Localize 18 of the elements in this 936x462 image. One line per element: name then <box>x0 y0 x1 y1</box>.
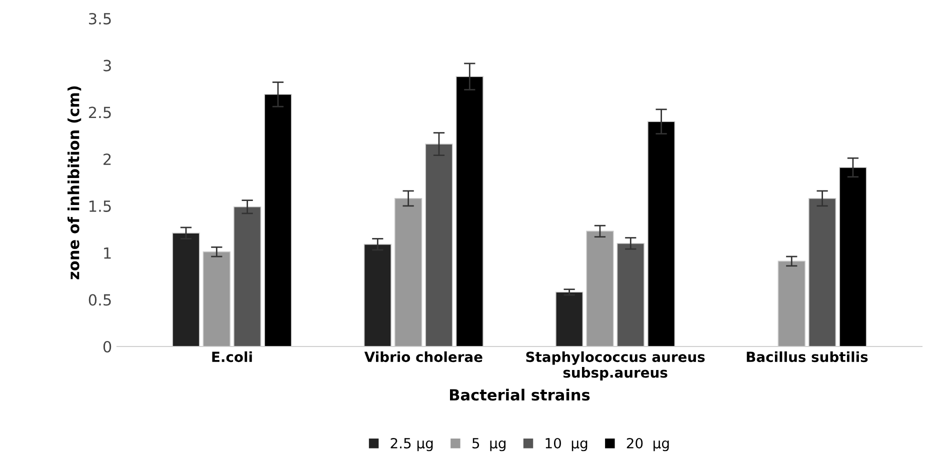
x-axis-title: Bacterial strains <box>450 388 590 401</box>
y-tick-label: 2 <box>104 154 111 165</box>
x-tick-label: Vibrio cholerae <box>364 351 482 362</box>
legend-label: 5 μg <box>472 438 506 452</box>
y-tick-label: 3 <box>104 60 111 72</box>
x-tick-label: Staphylococcus aureus subsp.aureus <box>526 351 705 380</box>
y-tick-label: 2.5 <box>88 106 111 118</box>
y-tick-label: 3.5 <box>89 12 111 24</box>
legend-label: 10 μg <box>546 438 588 452</box>
legend-label: 2.5 μg <box>390 438 433 452</box>
x-tick-label: Bacillus subtilis <box>746 351 868 362</box>
y-tick-label: 0 <box>103 340 112 353</box>
y-tick-label: 1.5 <box>90 200 111 212</box>
y-tick-label: 1 <box>104 247 111 259</box>
x-tick-label: E.coli <box>212 351 252 362</box>
y-tick-label: 0.5 <box>88 294 111 306</box>
y-axis-title: zone of inhibition (cm) <box>68 86 82 280</box>
legend-label: 20 μg <box>626 438 669 452</box>
